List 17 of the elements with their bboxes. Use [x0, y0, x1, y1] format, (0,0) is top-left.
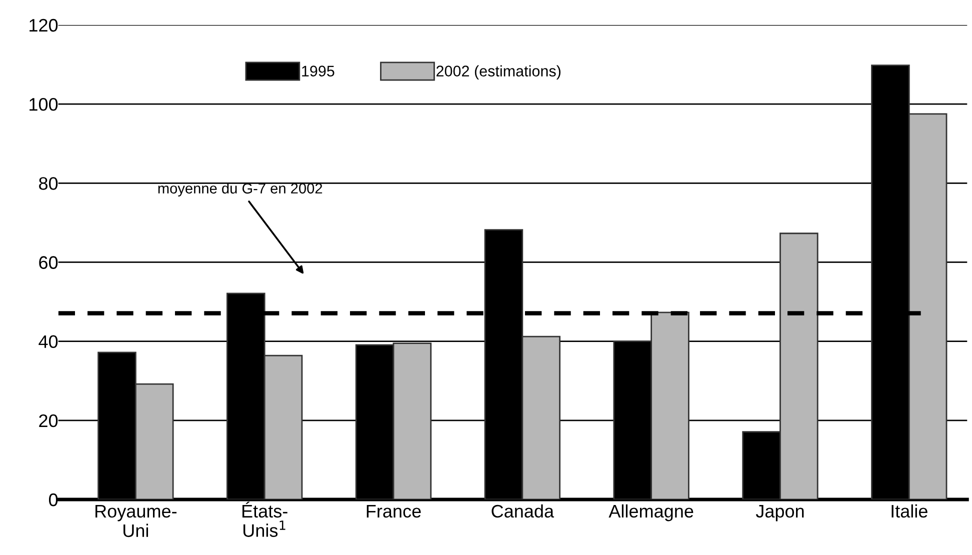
y-tick-label: 120 [30, 18, 58, 32]
annotation: moyenne du G-7 en 2002 [158, 182, 322, 196]
x-tick-label: France [366, 505, 421, 518]
x-tick-label: Allemagne [608, 504, 694, 522]
y-tick-label: 40 [38, 335, 58, 348]
legend-label: 2002 (estimations) [436, 65, 560, 80]
y-tick-label: 0 [48, 493, 58, 506]
x-tick-label: Royaume- Uni [96, 505, 177, 538]
y-tick-label: 100 [30, 98, 58, 111]
y-tick-label: 80 [39, 177, 58, 190]
y-tick-label: 60 [39, 256, 58, 269]
x-tick-label: Italie [892, 504, 928, 518]
x-tick-label: Canada [492, 504, 554, 518]
y-tick-label: 20 [39, 414, 58, 428]
x-tick-label: Japon [756, 505, 804, 522]
legend-label: 1995 [302, 66, 334, 77]
x-tick-label: États- Unis$^{1}$ [242, 502, 288, 537]
